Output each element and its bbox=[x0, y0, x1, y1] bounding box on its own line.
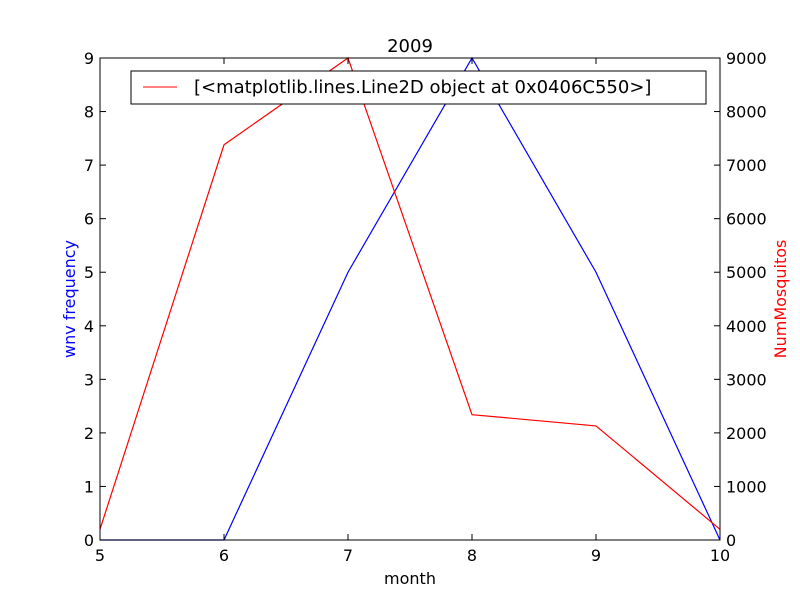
legend: [<matplotlib.lines.Line2D object at 0x04… bbox=[130, 70, 707, 105]
legend-box bbox=[130, 70, 707, 105]
y-right-tick-label: 2000 bbox=[726, 424, 767, 443]
y-left-tick-label: 6 bbox=[84, 210, 94, 229]
y-left-tick-label: 1 bbox=[84, 477, 94, 496]
x-tick-label: 7 bbox=[343, 546, 353, 565]
chart-title: 2009 bbox=[387, 36, 433, 57]
y-right-tick-label: 1000 bbox=[726, 477, 767, 496]
y-axis-right-label: NumMosquitos bbox=[771, 240, 790, 359]
series-line-right bbox=[99, 57, 721, 530]
y-left-tick-label: 5 bbox=[84, 263, 94, 282]
y-right-tick-label: 5000 bbox=[726, 263, 767, 282]
y-left-tick-label: 3 bbox=[84, 370, 94, 389]
y-axis-left-label: wnv frequency bbox=[60, 240, 79, 358]
y-right-tick-label: 6000 bbox=[726, 210, 767, 229]
legend-label: [<matplotlib.lines.Line2D object at 0x04… bbox=[194, 77, 651, 98]
x-tick-label: 8 bbox=[467, 546, 477, 565]
y-right-tick-label: 4000 bbox=[726, 317, 767, 336]
y-left-tick-label: 0 bbox=[84, 531, 94, 550]
y-right-tick-label: 9000 bbox=[726, 49, 767, 68]
y-right-tick-label: 8000 bbox=[726, 103, 767, 122]
x-tick-label: 5 bbox=[95, 546, 105, 565]
series-line-left bbox=[100, 56, 721, 541]
x-tick-label: 9 bbox=[591, 546, 601, 565]
y-right-tick-label: 7000 bbox=[726, 156, 767, 175]
plot-frame bbox=[99, 57, 721, 541]
plot-area: 5 6 7 8 9 10012345678901000200030004000500060… bbox=[84, 49, 767, 565]
y-right-tick-label: 0 bbox=[726, 531, 736, 550]
y-left-tick-label: 2 bbox=[84, 424, 94, 443]
y-left-tick-label: 8 bbox=[84, 103, 94, 122]
x-tick-label: 10 bbox=[710, 546, 730, 565]
x-axis-label: month bbox=[384, 569, 436, 588]
x-tick-label: 6 bbox=[219, 546, 229, 565]
y-left-tick-label: 9 bbox=[84, 49, 94, 68]
y-right-tick-label: 3000 bbox=[726, 370, 767, 389]
y-left-tick-label: 4 bbox=[84, 317, 94, 336]
y-left-tick-label: 7 bbox=[84, 156, 94, 175]
